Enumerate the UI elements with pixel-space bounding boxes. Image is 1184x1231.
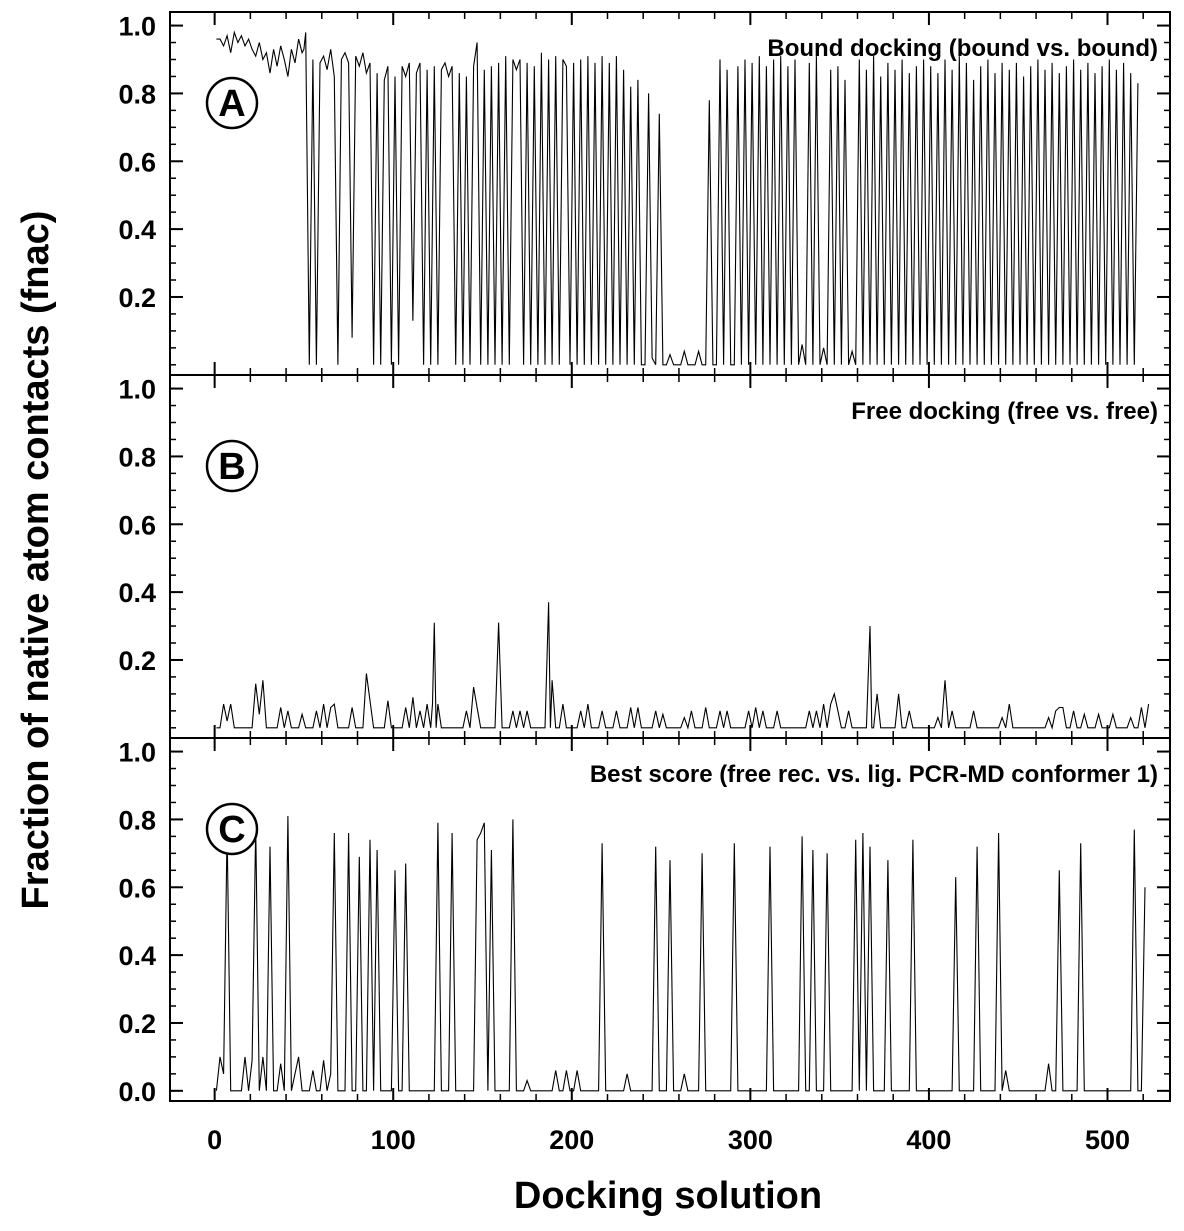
series-line: [215, 815, 1146, 1092]
panel-letter-circle: [205, 802, 259, 856]
series-line: [216, 30, 1139, 366]
panel-title: Best score (free rec. vs. lig. PCR-MD co…: [590, 761, 1158, 788]
panel-title: Bound docking (bound vs. bound): [767, 35, 1158, 62]
x-tick-label: 400: [906, 1125, 951, 1155]
panel-letter: C: [218, 809, 245, 851]
x-tick-label: 300: [728, 1125, 773, 1155]
y-tick-label: 0.4: [118, 941, 156, 971]
panel-letter: B: [218, 446, 245, 488]
y-tick-label: 1.0: [118, 738, 156, 768]
x-tick-label: 200: [549, 1125, 594, 1155]
panel-title: Free docking (free vs. free): [851, 398, 1158, 425]
y-tick-label: 1.0: [118, 375, 156, 405]
panel-letter: A: [218, 83, 245, 125]
y-tick-label: 0.2: [118, 1009, 156, 1039]
y-tick-label: 0.6: [118, 873, 156, 903]
series-line: [216, 602, 1150, 730]
y-tick-label: 0.2: [118, 646, 156, 676]
x-tick-label: 500: [1085, 1125, 1130, 1155]
panel-letter-circle: [205, 439, 259, 493]
panels-layer: 0.2 0.4 0.6 0.8 1.0 Bound docking (bound vs. …: [118, 11, 1171, 1155]
panel-frame: [169, 737, 1171, 1102]
panel-frame: [169, 374, 1171, 739]
x-tick-label: 0: [207, 1125, 222, 1155]
y-tick-label: 0.4: [118, 578, 156, 608]
y-tick-label: 0.8: [118, 442, 156, 472]
y-tick-label: 0.2: [118, 283, 156, 313]
y-tick-label: 0.4: [118, 215, 156, 245]
y-axis-title: Fraction of native atom contacts (fnac): [15, 211, 57, 910]
panel-b: 0.2 0.4 0.6 0.8 1.0 Free docking (free vs. fr…: [118, 374, 1171, 739]
x-axis-title: Docking solution: [514, 1175, 822, 1217]
y-tick-label: 0.8: [118, 805, 156, 835]
y-tick-label: 1.0: [118, 12, 156, 42]
y-tick-label: 0.6: [118, 147, 156, 177]
x-tick-label: 100: [371, 1125, 416, 1155]
panel-a: 0.2 0.4 0.6 0.8 1.0 Bound docking (bound vs. …: [118, 11, 1171, 376]
panel-c: 0.0 0.2 0.4 0.6 0.8 1.0 0 100 200 300 400 500 Best s…: [118, 737, 1171, 1155]
y-tick-label: 0.6: [118, 510, 156, 540]
y-tick-label: 0.8: [118, 79, 156, 109]
panel-letter-circle: [205, 76, 259, 130]
y-tick-label: 0.0: [118, 1077, 156, 1107]
